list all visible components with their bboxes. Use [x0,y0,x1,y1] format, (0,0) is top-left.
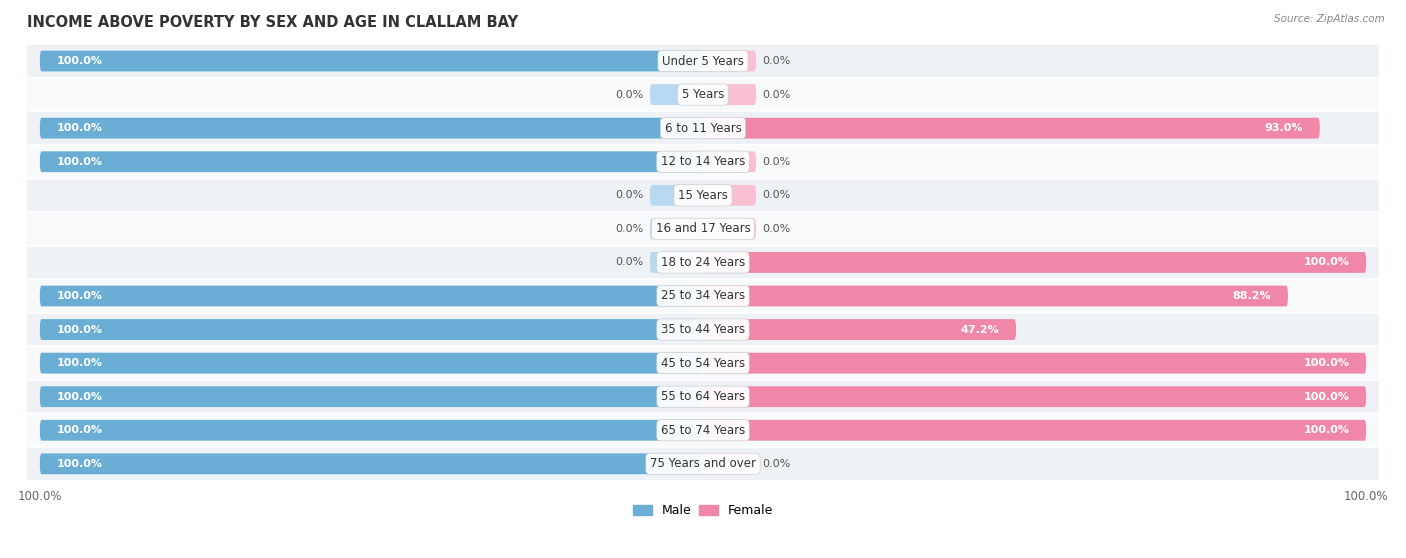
Text: 100.0%: 100.0% [56,56,103,66]
FancyBboxPatch shape [703,51,756,71]
Text: 100.0%: 100.0% [1303,425,1350,435]
Bar [7,246,1399,279]
Text: 16 and 17 Years: 16 and 17 Years [655,222,751,235]
Text: 65 to 74 Years: 65 to 74 Years [661,424,745,437]
Text: 0.0%: 0.0% [614,90,644,99]
Text: Source: ZipAtlas.com: Source: ZipAtlas.com [1274,14,1385,24]
FancyBboxPatch shape [39,386,703,407]
FancyBboxPatch shape [703,151,756,172]
Text: 18 to 24 Years: 18 to 24 Years [661,256,745,269]
Text: 45 to 54 Years: 45 to 54 Years [661,357,745,369]
Text: 0.0%: 0.0% [762,224,792,234]
FancyBboxPatch shape [39,118,703,138]
Text: 5 Years: 5 Years [682,88,724,101]
Text: 100.0%: 100.0% [56,392,103,402]
Text: 100.0%: 100.0% [1303,392,1350,402]
Text: 75 Years and over: 75 Years and over [650,458,756,470]
Text: 100.0%: 100.0% [56,123,103,133]
Bar [7,179,1399,212]
Text: 88.2%: 88.2% [1233,291,1271,301]
Bar [7,78,1399,112]
Text: 47.2%: 47.2% [960,325,1000,335]
Bar [7,145,1399,179]
Text: 0.0%: 0.0% [762,459,792,469]
FancyBboxPatch shape [703,252,1367,273]
Bar [7,44,1399,78]
FancyBboxPatch shape [703,454,756,474]
Text: 15 Years: 15 Years [678,189,728,202]
FancyBboxPatch shape [39,454,703,474]
Text: Under 5 Years: Under 5 Years [662,55,744,68]
FancyBboxPatch shape [39,286,703,306]
Bar [7,212,1399,246]
Bar [7,313,1399,347]
Bar [7,447,1399,480]
Text: 100.0%: 100.0% [56,358,103,368]
Text: 0.0%: 0.0% [762,190,792,200]
FancyBboxPatch shape [703,386,1367,407]
Text: 100.0%: 100.0% [1303,358,1350,368]
Text: 100.0%: 100.0% [56,325,103,335]
FancyBboxPatch shape [650,252,703,273]
Text: 0.0%: 0.0% [762,157,792,167]
FancyBboxPatch shape [650,84,703,105]
FancyBboxPatch shape [703,286,1288,306]
FancyBboxPatch shape [39,319,703,340]
Bar [7,413,1399,447]
Text: 100.0%: 100.0% [56,291,103,301]
FancyBboxPatch shape [703,185,756,206]
Text: 93.0%: 93.0% [1264,123,1303,133]
Legend: Male, Female: Male, Female [628,499,778,522]
Text: 100.0%: 100.0% [56,425,103,435]
Text: 0.0%: 0.0% [614,257,644,267]
FancyBboxPatch shape [703,319,1017,340]
Text: 25 to 34 Years: 25 to 34 Years [661,290,745,302]
FancyBboxPatch shape [703,420,1367,441]
Text: 100.0%: 100.0% [56,157,103,167]
FancyBboxPatch shape [39,51,703,71]
Text: INCOME ABOVE POVERTY BY SEX AND AGE IN CLALLAM BAY: INCOME ABOVE POVERTY BY SEX AND AGE IN C… [27,15,517,30]
Bar [7,112,1399,145]
Text: 100.0%: 100.0% [56,459,103,469]
FancyBboxPatch shape [703,118,1320,138]
Bar [7,279,1399,313]
Text: 0.0%: 0.0% [614,224,644,234]
Text: 55 to 64 Years: 55 to 64 Years [661,390,745,403]
FancyBboxPatch shape [703,218,756,239]
Text: 6 to 11 Years: 6 to 11 Years [665,122,741,134]
Bar [7,347,1399,380]
Text: 12 to 14 Years: 12 to 14 Years [661,155,745,168]
FancyBboxPatch shape [39,151,703,172]
FancyBboxPatch shape [39,353,703,373]
FancyBboxPatch shape [703,84,756,105]
Bar [7,380,1399,413]
Text: 35 to 44 Years: 35 to 44 Years [661,323,745,336]
FancyBboxPatch shape [703,353,1367,373]
Text: 0.0%: 0.0% [762,90,792,99]
Text: 0.0%: 0.0% [762,56,792,66]
FancyBboxPatch shape [650,185,703,206]
Text: 100.0%: 100.0% [1303,257,1350,267]
FancyBboxPatch shape [39,420,703,441]
FancyBboxPatch shape [650,218,703,239]
Text: 0.0%: 0.0% [614,190,644,200]
